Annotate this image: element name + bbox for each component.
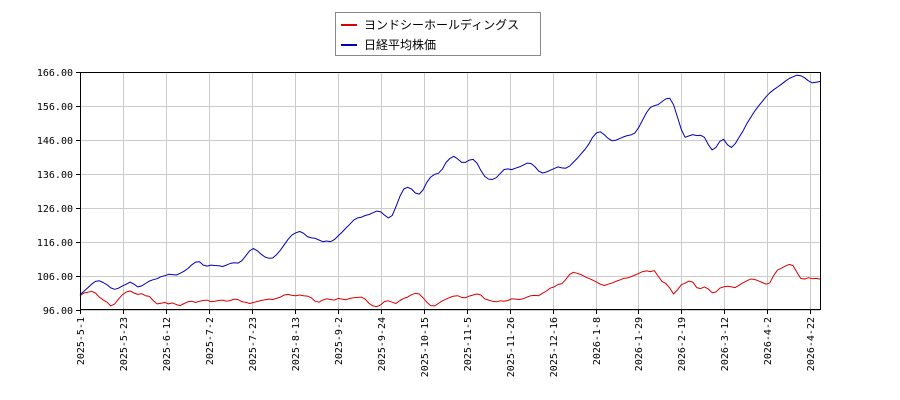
- x-tick-label: 2025-5-1: [76, 317, 87, 365]
- series-line-0: [79, 263, 821, 308]
- y-tick-label: 126.00: [37, 204, 73, 215]
- y-axis: 96.00 106.00 116.00 126.00 136.00 146.00 156.0…: [37, 68, 80, 317]
- plot-frame: [80, 72, 821, 310]
- x-tick-label: 2025-7-2: [205, 317, 216, 365]
- y-tick-label: 106.00: [37, 272, 73, 283]
- series-layer: [79, 74, 821, 308]
- plot-area: [80, 72, 821, 310]
- y-tick-label: 136.00: [37, 170, 73, 181]
- y-tick-label: 166.00: [37, 68, 73, 79]
- x-tick-label: 2026-2-19: [677, 317, 688, 371]
- y-tick-label: 116.00: [37, 238, 73, 249]
- x-tick-label: 2026-4-2: [763, 317, 774, 365]
- x-tick-label: 2026-3-12: [720, 317, 731, 371]
- legend-box: [335, 12, 541, 56]
- y-tick-label: 96.00: [43, 306, 73, 317]
- y-tick-label: 156.00: [37, 102, 73, 113]
- x-tick-label: 2025-8-13: [291, 317, 302, 371]
- x-tick-label: 2025-5-23: [119, 317, 130, 371]
- x-tick-label: 2025-9-2: [334, 317, 345, 365]
- y-tick-label: 146.00: [37, 136, 73, 147]
- x-axis: 2025-5-1 2025-5-23 2025-6-12 2025-7-2 2025-7…: [76, 310, 817, 377]
- x-tick-label: 2025-10-15: [420, 317, 431, 377]
- x-tick-label: 2025-12-16: [549, 317, 560, 377]
- x-tick-label: 2026-4-22: [806, 317, 817, 371]
- legend: ヨンドシーホールディングス 日経平均株価: [335, 12, 541, 56]
- x-tick-label: 2025-11-26: [506, 317, 517, 377]
- x-tick-label: 2025-9-24: [377, 317, 388, 371]
- x-tick-label: 2025-6-12: [162, 317, 173, 371]
- x-tick-label: 2025-7-23: [248, 317, 259, 371]
- x-tick-label: 2026-1-8: [592, 317, 603, 365]
- series-line-1: [79, 74, 821, 296]
- x-tick-label: 2026-1-29: [634, 317, 645, 371]
- grid: [80, 72, 820, 311]
- legend-label-nikkei: 日経平均株価: [364, 37, 436, 52]
- x-tick-label: 2025-11-5: [463, 317, 474, 371]
- legend-label-yondoshi: ヨンドシーホールディングス: [364, 17, 519, 32]
